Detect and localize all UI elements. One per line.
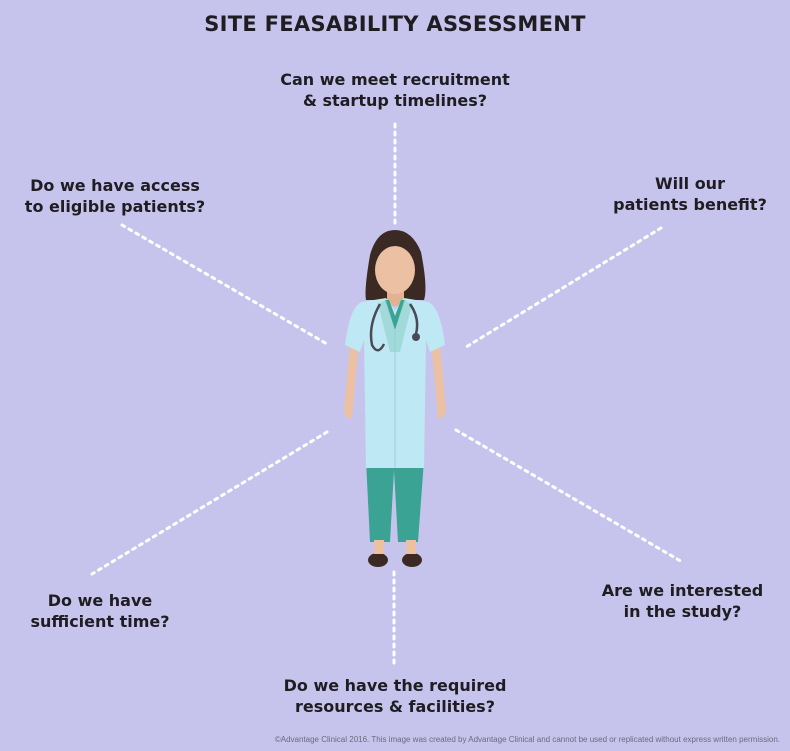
question-recruitment-timelines: Can we meet recruitment & startup timeli… bbox=[265, 69, 525, 111]
left-shoe bbox=[368, 553, 388, 567]
right-arm bbox=[432, 345, 446, 419]
right-shoe bbox=[402, 553, 422, 567]
question-line: Do we have bbox=[47, 591, 153, 610]
stethoscope bbox=[369, 303, 419, 352]
left-arm bbox=[344, 345, 358, 419]
question-resources-facilities: Do we have the required resources & faci… bbox=[260, 675, 530, 717]
connector-bottom-left bbox=[90, 430, 329, 576]
left-ankle bbox=[374, 540, 384, 554]
question-line: Do we have the required bbox=[283, 676, 507, 695]
question-line: to eligible patients? bbox=[24, 197, 206, 216]
question-sufficient-time: Do we have sufficient time? bbox=[10, 590, 190, 632]
copyright-footer: ©Advantage Clinical 2016. This image was… bbox=[274, 735, 780, 744]
connector-top-left bbox=[120, 223, 329, 346]
question-line: Do we have access bbox=[30, 176, 200, 195]
question-line: sufficient time? bbox=[30, 612, 170, 631]
question-line: patients benefit? bbox=[613, 195, 767, 214]
question-line: Are we interested bbox=[601, 581, 764, 600]
scrub-top bbox=[378, 300, 412, 352]
face bbox=[375, 246, 415, 294]
question-line: Will our bbox=[655, 174, 725, 193]
stethoscope-chest-piece bbox=[412, 333, 420, 341]
question-line: & startup timelines? bbox=[302, 91, 488, 110]
right-ankle bbox=[406, 540, 416, 554]
connector-top-right bbox=[464, 226, 663, 349]
question-line: resources & facilities? bbox=[295, 697, 495, 716]
question-patients-benefit: Will our patients benefit? bbox=[590, 173, 790, 215]
connector-bottom-right bbox=[454, 428, 686, 565]
question-line: Can we meet recruitment bbox=[280, 70, 510, 89]
scrub-neck bbox=[385, 300, 405, 330]
question-line: in the study? bbox=[623, 602, 742, 621]
question-eligible-patients: Do we have access to eligible patients? bbox=[10, 175, 220, 217]
question-interested-in-study: Are we interested in the study? bbox=[585, 580, 780, 622]
trousers bbox=[366, 460, 424, 542]
hair-top bbox=[373, 233, 418, 262]
diagram-title: SITE FEASABILITY ASSESSMENT bbox=[204, 12, 586, 36]
